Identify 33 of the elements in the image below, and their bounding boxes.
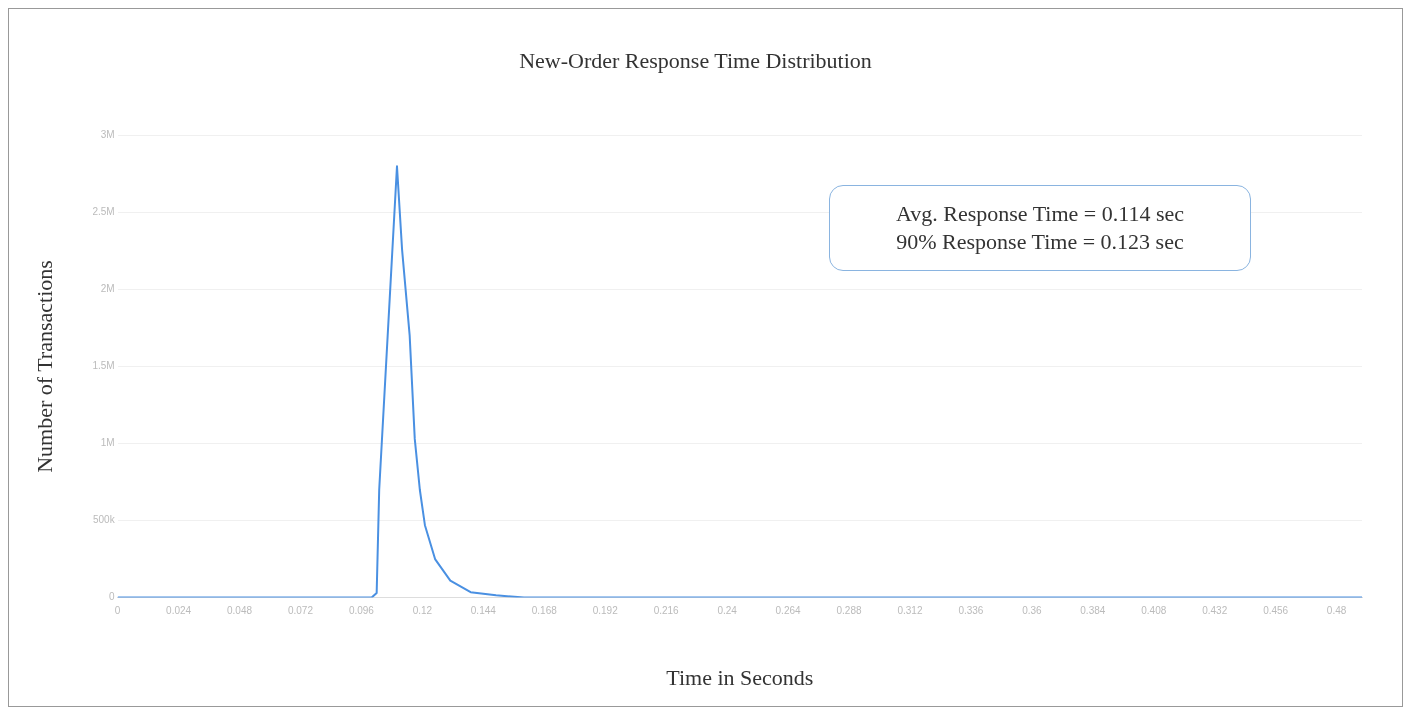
y-tick-label: 1M xyxy=(100,437,115,449)
annotation: Avg. Response Time = 0.114 sec xyxy=(895,200,1185,228)
chart-title: New-Order Response Time Distribution xyxy=(519,47,872,73)
x-tick-label: 0.264 xyxy=(775,605,802,617)
x-tick-label: 0.216 xyxy=(653,605,680,617)
callout-box: Avg. Response Time = 0.114 sec 90% Response Time = 0.123 sec xyxy=(829,185,1251,271)
x-tick-label: 0.048 xyxy=(227,605,253,617)
x-tick-label: 0.384 xyxy=(1080,605,1106,617)
x-tick-label: 0.12 xyxy=(412,605,433,617)
y-tick-label: 2M xyxy=(100,283,115,295)
x-tick-label: 0.144 xyxy=(470,605,497,617)
x-tick-label: 0.408 xyxy=(1141,605,1167,617)
x-tick-label: 0.072 xyxy=(287,605,314,617)
x-tick-label: 0.48 xyxy=(1326,605,1347,617)
x-tick-label: 0.432 xyxy=(1202,605,1228,617)
y-tick-label: 0 xyxy=(109,591,116,603)
x-tick-label: 0.168 xyxy=(531,605,558,617)
y-tick-label: 1.5M xyxy=(92,360,115,372)
x-tick-label: 0.24 xyxy=(717,605,738,617)
x-tick-label: 0.36 xyxy=(1022,605,1043,617)
x-axis-title: Time in Seconds xyxy=(666,664,814,690)
x-tick-label: 0.336 xyxy=(958,605,984,617)
x-tick-label: 0.312 xyxy=(897,605,923,617)
x-tick-label: 0.192 xyxy=(592,605,619,617)
x-tick-label: 0.456 xyxy=(1263,605,1289,617)
y-tick-label: 2.5M xyxy=(92,206,115,218)
y-tick-label: 3M xyxy=(100,129,115,141)
x-tick-label: 0.288 xyxy=(836,605,862,617)
x-tick-label: 0.096 xyxy=(348,605,375,617)
y-tick-label: 500k xyxy=(92,514,116,526)
annotation: 90% Response Time = 0.123 sec xyxy=(895,228,1185,256)
y-axis-title: Number of Transactions xyxy=(31,260,57,473)
x-tick-label: 0.024 xyxy=(166,605,192,617)
